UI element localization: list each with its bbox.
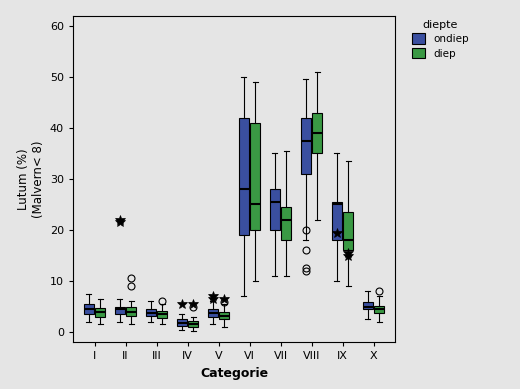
PathPatch shape (84, 304, 94, 314)
PathPatch shape (126, 307, 136, 316)
PathPatch shape (208, 309, 218, 317)
Legend: ondiep, diep: ondiep, diep (410, 18, 471, 61)
PathPatch shape (301, 118, 311, 174)
PathPatch shape (250, 123, 260, 230)
X-axis label: Categorie: Categorie (200, 367, 268, 380)
PathPatch shape (363, 303, 373, 309)
PathPatch shape (374, 306, 384, 313)
PathPatch shape (332, 202, 342, 240)
Y-axis label: Lutum (%)
(Malvern< 8): Lutum (%) (Malvern< 8) (18, 140, 45, 218)
PathPatch shape (312, 112, 322, 153)
PathPatch shape (343, 212, 353, 251)
PathPatch shape (95, 308, 105, 317)
PathPatch shape (188, 321, 198, 327)
PathPatch shape (177, 319, 187, 326)
PathPatch shape (270, 189, 280, 230)
PathPatch shape (146, 309, 156, 316)
PathPatch shape (219, 312, 229, 319)
PathPatch shape (115, 307, 125, 314)
PathPatch shape (239, 118, 249, 235)
PathPatch shape (157, 311, 167, 318)
PathPatch shape (281, 207, 291, 240)
